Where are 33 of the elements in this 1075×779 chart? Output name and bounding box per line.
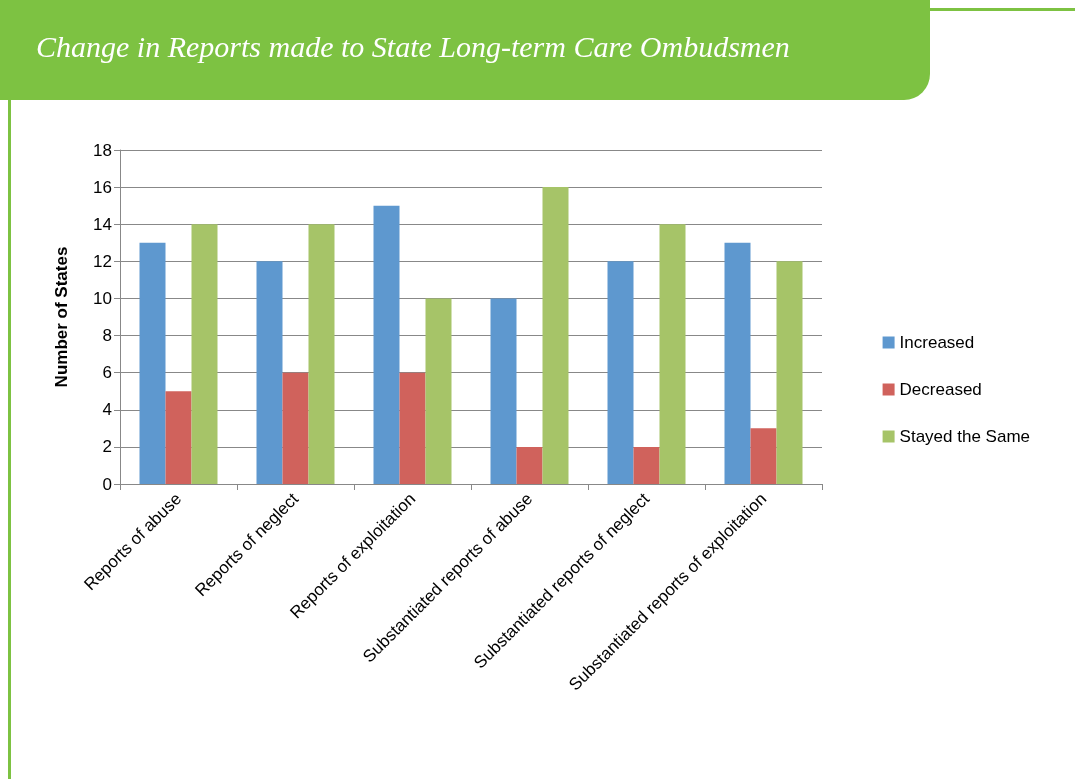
y-tick-label: 16: [93, 177, 112, 197]
y-tick-label: 0: [102, 474, 112, 494]
legend-label: Stayed the Same: [899, 427, 1031, 446]
legend-label: Decreased: [899, 380, 982, 399]
bar: [607, 261, 634, 484]
bar: [633, 446, 660, 484]
bar: [776, 261, 803, 484]
y-tick-label: 12: [93, 251, 112, 271]
y-tick-label: 6: [102, 363, 112, 383]
bar: [139, 242, 166, 484]
bar: [308, 224, 335, 484]
y-tick-label: 2: [102, 437, 112, 457]
bar: [191, 224, 218, 484]
bar: [256, 261, 283, 484]
y-tick-label: 8: [102, 326, 112, 346]
bar: [659, 224, 686, 484]
y-tick-label: 18: [93, 140, 112, 160]
y-tick-label: 4: [102, 400, 112, 420]
bar: [490, 298, 517, 484]
bar: [399, 372, 426, 484]
bar: [282, 372, 309, 484]
bar: [373, 205, 400, 484]
bar: [542, 187, 569, 484]
bar: [750, 428, 777, 484]
legend-label: Increased: [899, 333, 975, 352]
bar: [425, 298, 452, 484]
bar: [516, 446, 543, 484]
bar: [724, 242, 751, 484]
y-tick-label: 10: [93, 288, 112, 308]
chart-title: Change in Reports made to State Long-term Care Ombudsmen: [36, 30, 790, 64]
y-tick-label: 14: [93, 214, 112, 234]
bar: [165, 391, 192, 484]
y-axis-title: Number of States: [52, 246, 71, 388]
